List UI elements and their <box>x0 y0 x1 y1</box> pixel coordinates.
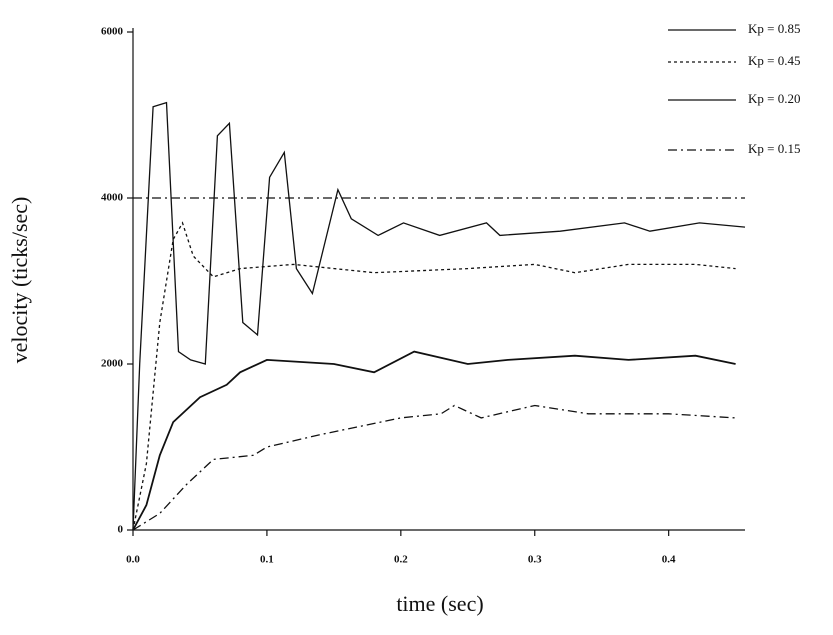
x-tick-label: 0.0 <box>126 554 140 566</box>
y-axis-label: velocity (ticks/sec) <box>7 197 32 364</box>
legend-label: Kp = 0.45 <box>748 53 800 68</box>
y-tick-label: 6000 <box>101 26 124 38</box>
y-tick-label: 2000 <box>101 358 124 370</box>
series-line <box>132 404 736 531</box>
x-axis-label: time (sec) <box>396 591 483 616</box>
x-tick-label: 0.2 <box>394 554 408 566</box>
series-line <box>132 350 736 531</box>
legend-label: Kp = 0.20 <box>748 91 800 106</box>
legend-label: Kp = 0.85 <box>748 21 800 36</box>
series-line <box>132 101 746 531</box>
y-tick-label: 4000 <box>101 192 124 204</box>
series-line <box>132 221 736 531</box>
x-tick-label: 0.4 <box>662 554 676 566</box>
x-tick-label: 0.1 <box>260 554 274 566</box>
y-tick-label: 0 <box>118 524 124 536</box>
legend-label: Kp = 0.15 <box>748 141 800 156</box>
x-tick-label: 0.3 <box>528 554 542 566</box>
